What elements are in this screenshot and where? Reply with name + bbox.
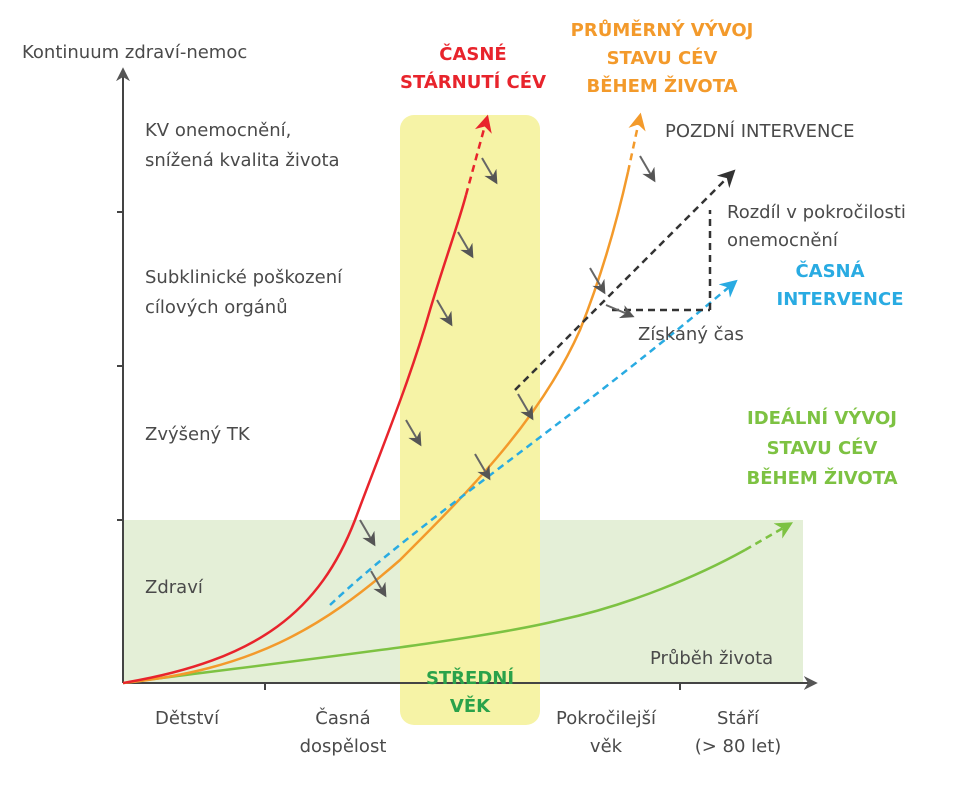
average-curve-dashed [626, 112, 646, 173]
middle-age-label: STŘEDNÍ [426, 667, 514, 689]
level-subclinical: Subklinické poškození [145, 267, 343, 288]
average-label: PRŮMĚRNÝ VÝVOJ [571, 18, 754, 41]
ideal-curve [122, 548, 746, 685]
stage-old: (> 80 let) [695, 736, 782, 757]
level-subclinical: cílových orgánů [145, 297, 288, 318]
y-axis-label: Kontinuum zdraví-nemoc [22, 42, 247, 63]
early-intervention-label: ČASNÁ [795, 260, 864, 282]
ideal-label: IDEÁLNÍ VÝVOJ [747, 407, 897, 429]
level-cv-disease: KV onemocnění, [145, 120, 291, 141]
early-aging-label: ČASNÉ [439, 43, 506, 65]
x-axis-label: Průběh života [650, 648, 773, 669]
ideal-label: BĚHEM ŽIVOTA [746, 467, 897, 489]
early-intervention-line [329, 279, 738, 606]
difference-label: Rozdíl v pokročilosti [727, 202, 906, 223]
middle-age-label: VĚK [450, 695, 491, 717]
tangent-arrows [359, 155, 656, 598]
stage-advanced: věk [590, 736, 623, 757]
level-cv-disease: snížená kvalita života [145, 150, 340, 171]
early-intervention-label: INTERVENCE [777, 289, 904, 310]
stage-early-adult: Časná [315, 707, 370, 729]
level-health: Zdraví [145, 577, 204, 598]
gained-time-label: Získaný čas [638, 324, 744, 345]
stage-advanced: Pokročilejší [556, 708, 657, 729]
average-curve [122, 171, 630, 685]
average-label: STAVU CÉV [607, 47, 718, 69]
average-label: BĚHEM ŽIVOTA [586, 75, 737, 97]
early-aging-curve-dashed [464, 114, 492, 196]
difference-label: onemocnění [727, 230, 839, 251]
stage-early-adult: dospělost [300, 736, 387, 757]
middle-age-band [400, 115, 540, 725]
late-intervention-line [514, 169, 736, 391]
early-aging-label: STÁRNUTÍ CÉV [400, 71, 546, 93]
level-high-bp: Zvýšený TK [145, 424, 251, 445]
ideal-curve-dashed [744, 522, 794, 552]
late-intervention-label: POZDNÍ INTERVENCE [665, 120, 854, 142]
stage-old: Stáří [717, 708, 760, 729]
ideal-label: STAVU CÉV [767, 437, 878, 459]
stage-childhood: Dětství [155, 708, 220, 729]
early-aging-curve [122, 194, 468, 685]
